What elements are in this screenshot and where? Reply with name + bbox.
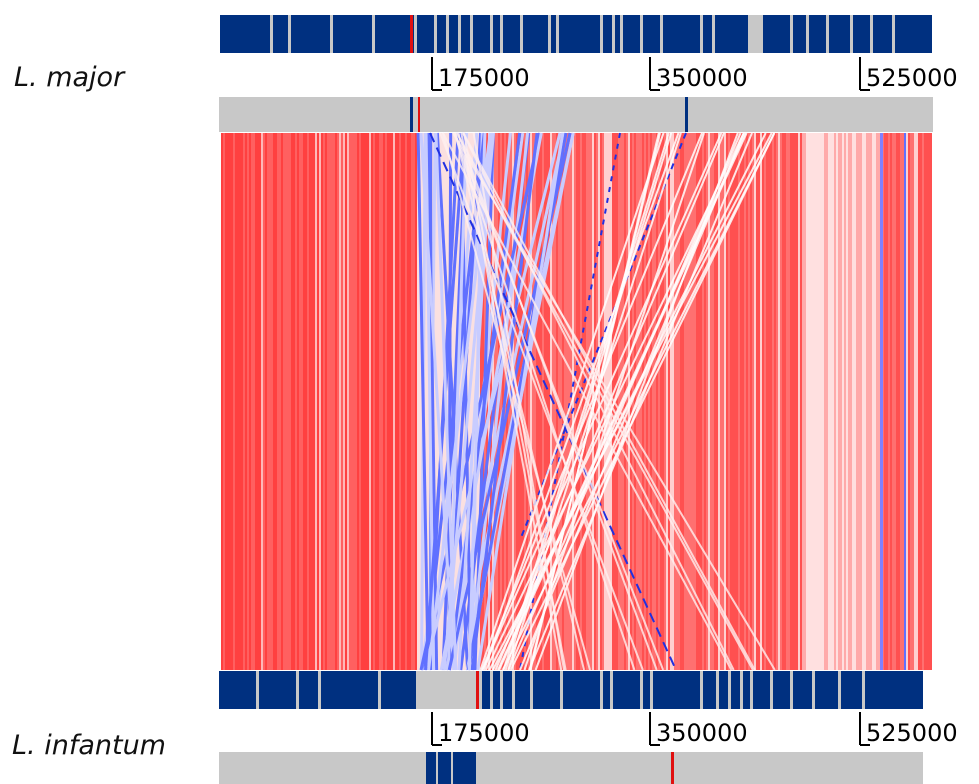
- bottom-genome-features[interactable]: [219, 671, 923, 709]
- top-tick-525000: 525000: [866, 64, 958, 92]
- top-genome-ruler: 175000 350000 525000: [431, 57, 958, 92]
- top-genome-track[interactable]: [219, 97, 933, 132]
- top-track-marker-red: [418, 97, 420, 132]
- bottom-track-marker-red: [671, 752, 674, 784]
- bottom-tick-350000: 350000: [656, 719, 748, 747]
- genome-label-top: L. major: [14, 62, 125, 93]
- genome-label-bottom: L. infantum: [12, 730, 166, 761]
- top-track-marker-blue-1: [410, 97, 413, 132]
- bottom-genome-ruler: 175000 350000 525000: [431, 712, 958, 747]
- bottom-genome-track[interactable]: [219, 752, 923, 784]
- bottom-tick-525000: 525000: [866, 719, 958, 747]
- top-track-marker-blue-2: [685, 97, 688, 132]
- top-genome-features[interactable]: [220, 15, 932, 53]
- bottom-genome-bar[interactable]: [219, 752, 923, 784]
- top-feature-track[interactable]: [220, 15, 932, 53]
- bottom-feature-track[interactable]: [219, 671, 923, 709]
- top-genome-bar[interactable]: [219, 97, 933, 132]
- top-tick-350000: 350000: [656, 64, 748, 92]
- match-region[interactable]: [221, 132, 932, 671]
- top-tick-175000: 175000: [438, 64, 530, 92]
- bottom-tick-175000: 175000: [438, 719, 530, 747]
